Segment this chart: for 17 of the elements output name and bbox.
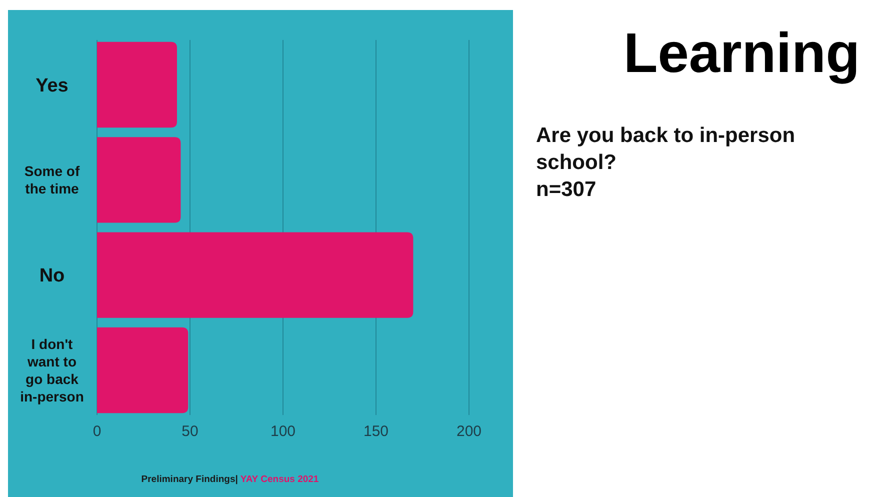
text: YAY Census 2021 bbox=[238, 474, 320, 485]
text: Are you back to in-person school? n=307 bbox=[536, 124, 796, 201]
y-tick-label: Yes bbox=[36, 75, 68, 96]
bar bbox=[97, 232, 414, 318]
x-tick-label: 200 bbox=[456, 423, 482, 440]
x-tick-label: 50 bbox=[182, 423, 198, 440]
bar bbox=[97, 137, 181, 223]
y-tick-label: Some of the time bbox=[24, 163, 80, 197]
x-tick-label: 150 bbox=[363, 423, 389, 440]
bar bbox=[97, 42, 177, 128]
y-tick-label: I don't want to go back in-person bbox=[20, 336, 84, 404]
x-tick-label: 0 bbox=[92, 423, 102, 440]
text: Learning bbox=[624, 21, 860, 84]
text: Preliminary Findings| bbox=[141, 474, 238, 485]
x-tick-label: 100 bbox=[270, 423, 296, 440]
y-tick-label: No bbox=[39, 266, 65, 287]
bar bbox=[97, 327, 188, 414]
